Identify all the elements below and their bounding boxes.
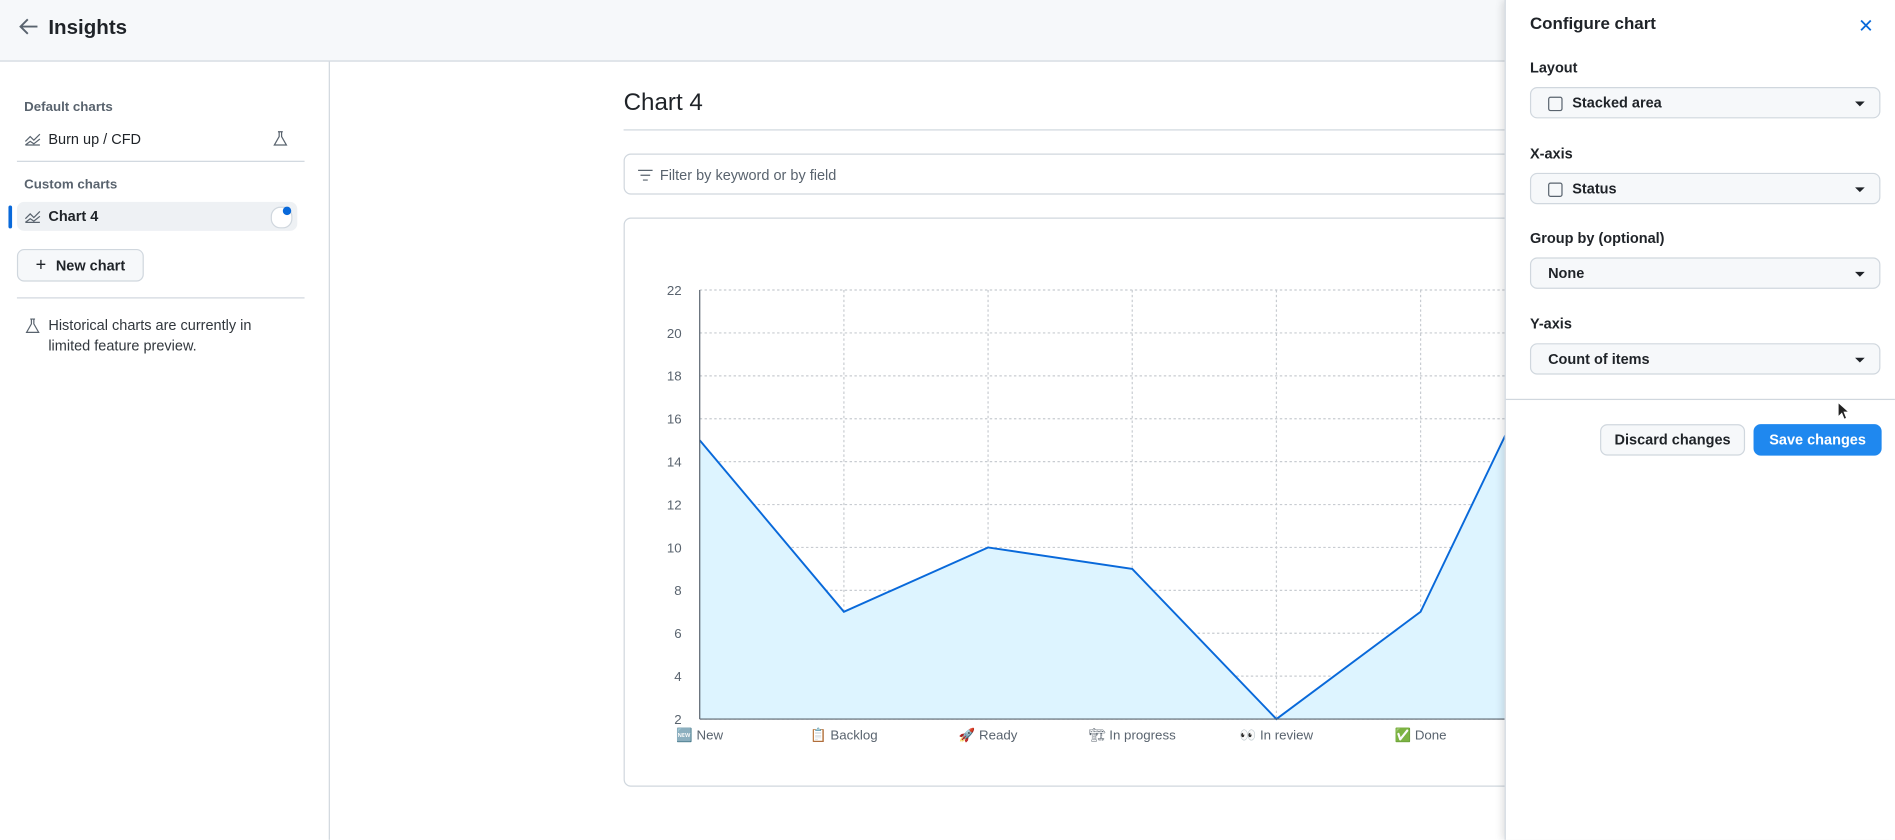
configure-panel: Configure chart Layout Stacked area X-axis… [1504,0,1895,840]
discard-button[interactable]: Discard changes [1600,424,1746,456]
divider [1505,398,1895,401]
y-tick-label: 14 [667,454,682,469]
y-tick-label: 12 [667,497,682,512]
field-select[interactable]: Stacked area [1529,87,1881,119]
y-tick-label: 2 [674,712,681,727]
save-button[interactable]: Save changes [1753,424,1882,456]
section-heading: Custom charts [24,177,118,193]
caret [1855,101,1865,107]
y-tick-label: 10 [667,540,682,555]
field-label: Group by (optional) [1529,229,1665,247]
area-fill [699,311,1565,720]
filter-placeholder: Filter by keyword or by field [659,166,837,184]
selected-indicator [8,205,13,229]
divider [16,160,305,162]
back-button[interactable] [18,17,40,36]
divider [16,297,305,299]
page-title: Insights [48,15,128,39]
y-tick-label: 16 [667,412,682,427]
select-value: Count of items [1548,350,1650,368]
section-heading: Default charts [24,100,113,115]
caret [1855,271,1865,277]
y-tick-label: 8 [674,583,681,598]
x-tick-label: 👀 In review [1240,728,1314,743]
field-label: Y-axis [1529,315,1572,333]
y-tick-label: 22 [667,283,682,298]
unsaved-dot [282,206,292,216]
caret [1855,357,1865,363]
chart-link[interactable]: Chart 4 [48,207,99,225]
caret [1855,187,1865,193]
field-select[interactable]: None [1529,257,1881,289]
divider [623,129,1833,131]
chart-title: Chart 4 [623,89,703,117]
preview-icon [273,131,288,146]
panel-title: Configure chart [1529,13,1656,33]
field-label: X-axis [1529,145,1573,162]
area-line [698,311,1566,721]
chart-link[interactable]: Burn up / CFD [48,130,142,148]
filter-icon [638,169,653,181]
x-tick-label: ✅ Done [1395,727,1447,743]
field-select[interactable]: Count of items [1529,343,1881,375]
y-tick-label: 4 [674,669,681,684]
y-tick-label: 6 [674,626,681,641]
chart-icon [24,133,41,146]
field-icon [1548,96,1563,112]
selected-row[interactable] [16,201,298,231]
button-label: New chart [55,256,126,274]
preview-icon [25,318,40,333]
sidebar: Default charts Burn up / CFD Custom char… [0,61,330,840]
close-button[interactable] [1860,19,1872,31]
select-value: Stacked area [1572,94,1662,112]
x-tick-label: 📋 Backlog [810,727,877,743]
x-tick-label: 🆕 New [676,727,723,743]
field-select[interactable]: Status [1529,172,1881,205]
field-icon [1548,182,1563,197]
select-value: Status [1572,180,1617,197]
x-tick-label: 🏗 In progress [1089,728,1176,743]
x-tick-label: 🚀 Ready [959,727,1018,743]
y-tick-label: 18 [667,369,682,384]
preview-note: Historical charts are currently in limit… [48,316,252,355]
select-value: None [1548,264,1585,282]
y-tick-label: 20 [667,326,682,341]
new-chart-button[interactable]: + New chart [16,248,144,282]
chart-icon [24,211,41,223]
cursor [1837,401,1851,421]
field-label: Layout [1529,59,1578,77]
